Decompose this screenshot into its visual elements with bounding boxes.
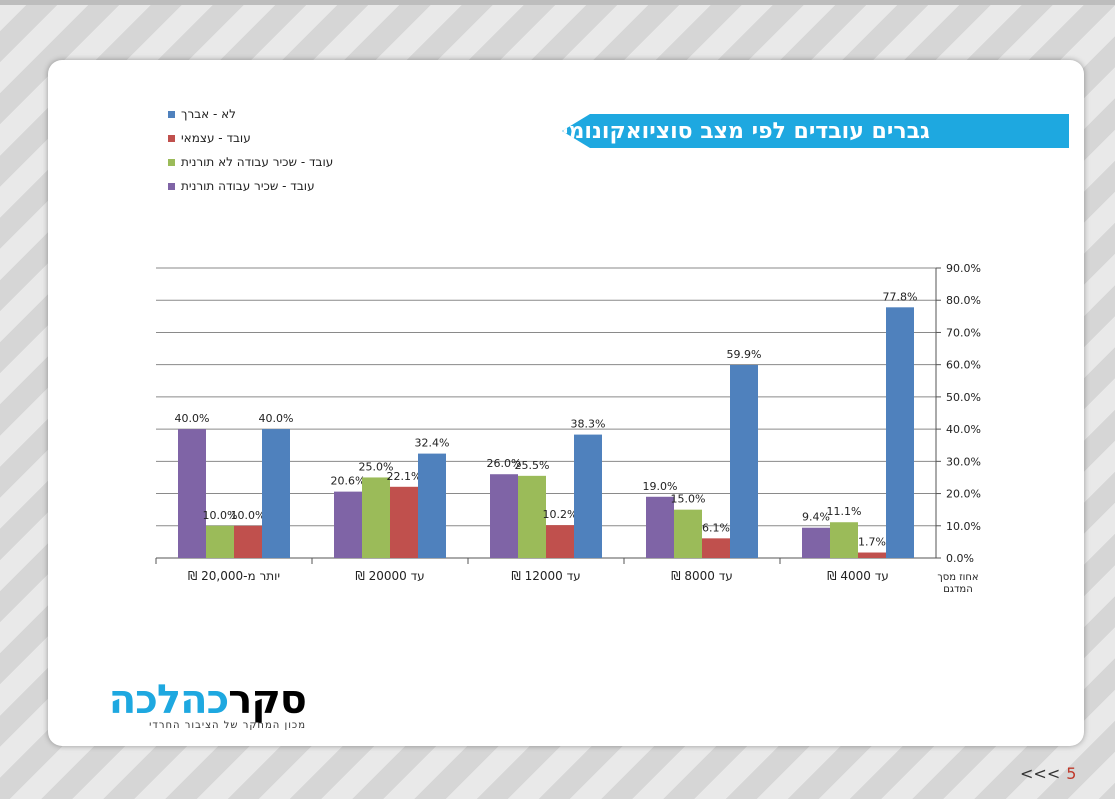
data-label: 40.0% (259, 412, 294, 425)
legend-swatch (168, 182, 175, 190)
data-label: 25.5% (515, 459, 550, 472)
data-label: 6.1% (702, 521, 730, 534)
y-tick-label: 0.0% (946, 552, 974, 565)
data-label: 38.3% (571, 418, 606, 431)
y-tick-label: 90.0% (946, 262, 981, 275)
bar (730, 364, 758, 558)
legend-item: עובד - שכיר עבודה לא תורנית (168, 150, 333, 174)
x-tick-label: עד 8000 ₪ (671, 569, 733, 583)
y-tick-label: 50.0% (946, 391, 981, 404)
y-tick-label: 60.0% (946, 359, 981, 372)
x-tick-label: עד 12000 ₪ (511, 569, 580, 583)
bar (702, 538, 730, 558)
bar (178, 429, 206, 558)
x-tick-label: יותר מ-20,000 ₪ (188, 569, 280, 583)
bar (674, 509, 702, 558)
legend-item: עובד - עצמאי (168, 126, 333, 150)
page-indicator: <<< 5 (1020, 764, 1076, 783)
slide-title: גברים עובדים לפי מצב סוציואקונומי (562, 118, 930, 144)
logo-word-light: כהלכה (108, 677, 229, 723)
data-label: 10.2% (543, 508, 578, 521)
bar (262, 429, 290, 558)
data-label: 20.6% (331, 475, 366, 488)
page-number: 5 (1066, 764, 1077, 783)
legend-label: לא - אברך (181, 107, 236, 121)
data-label: 40.0% (175, 412, 210, 425)
legend-swatch (168, 158, 175, 166)
bar (418, 453, 446, 558)
y-tick-label: 70.0% (946, 326, 981, 339)
y-tick-label: 80.0% (946, 294, 981, 307)
data-label: 19.0% (643, 480, 678, 493)
legend-swatch (168, 110, 175, 118)
bar (490, 474, 518, 558)
x-axis-label: אחוז מסך המדגם (937, 572, 978, 595)
data-label: 22.1% (387, 470, 422, 483)
data-label: 11.1% (827, 505, 862, 518)
chart-legend: לא - אברך עובד - עצמאי עובד - שכיר עבודה ל… (168, 102, 333, 198)
logo: סקרכהלכה מכון המחקר של הציבור החרדי (86, 677, 307, 731)
logo-word-dark: סקר (228, 677, 307, 723)
bar (234, 525, 262, 558)
x-tick-label: עד 4000 ₪ (827, 569, 889, 583)
bar (390, 486, 418, 558)
data-label: 15.0% (671, 493, 706, 506)
logo-tagline: מכון המחקר של הציבור החרדי (149, 720, 306, 731)
bar (858, 552, 886, 558)
y-tick-label: 20.0% (946, 488, 981, 501)
data-label: 32.4% (415, 437, 450, 450)
legend-label: עובד - שכיר עבודה תורנית (181, 179, 315, 193)
data-label: 1.7% (858, 536, 886, 549)
x-tick-label: עד 20000 ₪ (355, 569, 424, 583)
legend-swatch (168, 134, 175, 142)
legend-label: עובד - עצמאי (181, 131, 251, 145)
page-arrows: <<< (1020, 764, 1061, 783)
top-bar (0, 0, 1115, 5)
bar (574, 434, 602, 558)
legend-item: עובד - שכיר עבודה תורנית (168, 174, 333, 198)
y-tick-label: 40.0% (946, 423, 981, 436)
bar (362, 477, 390, 558)
bar (546, 525, 574, 558)
bar (206, 525, 234, 558)
data-label: 9.4% (802, 511, 830, 524)
legend-label: עובד - שכיר עבודה לא תורנית (181, 155, 334, 169)
y-tick-label: 30.0% (946, 455, 981, 468)
data-label: 26.0% (487, 457, 522, 470)
bar (334, 491, 362, 558)
y-tick-label: 10.0% (946, 520, 981, 533)
bar (518, 475, 546, 558)
logo-wordmark: סקרכהלכה (108, 677, 307, 723)
data-label: 10.0% (231, 509, 266, 522)
bar (886, 307, 914, 558)
slide-title-banner: גברים עובדים לפי מצב סוציואקונומי (562, 114, 1069, 148)
bar (802, 527, 830, 558)
legend-item: לא - אברך (168, 102, 333, 126)
data-label: 25.0% (359, 460, 394, 473)
bar (646, 496, 674, 558)
data-label: 59.9% (727, 348, 762, 361)
data-label: 10.0% (203, 509, 238, 522)
data-label: 77.8% (883, 290, 918, 303)
bar (830, 522, 858, 558)
